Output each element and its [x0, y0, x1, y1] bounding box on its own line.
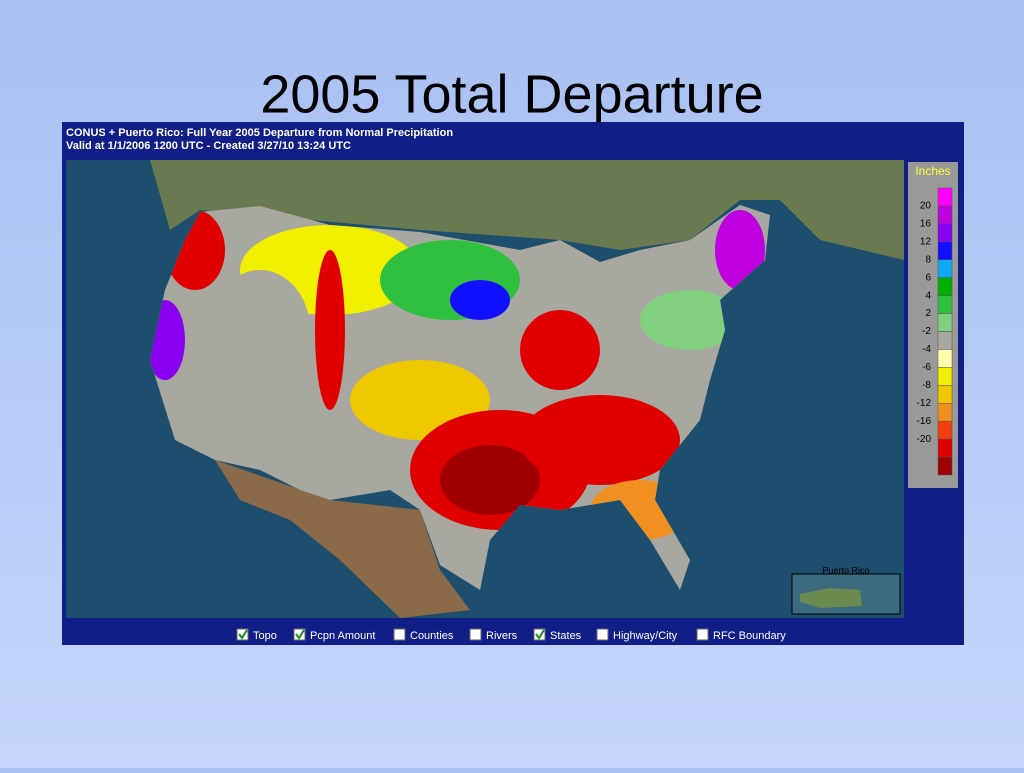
legend-swatch: [937, 385, 953, 404]
checkbox[interactable]: [293, 628, 306, 641]
legend-swatch: [937, 438, 953, 458]
precip-patch: [520, 310, 600, 390]
checkbox-label[interactable]: RFC Boundary: [713, 630, 786, 642]
checkbox-label[interactable]: Counties: [410, 630, 454, 642]
legend-tick-label: 2: [925, 308, 931, 319]
precip-patch: [315, 250, 345, 410]
legend-tick-label: 6: [925, 272, 931, 283]
legend-swatch: [937, 456, 953, 476]
legend-swatch: [937, 205, 953, 225]
checkbox[interactable]: [236, 628, 249, 641]
legend-tick-label: 4: [925, 290, 931, 301]
canada-land: [150, 160, 904, 260]
precip-patch: [210, 270, 310, 390]
legend-tick-label: -12: [917, 398, 932, 409]
legend-swatch: [937, 295, 953, 314]
legend-tick-label: -8: [922, 380, 931, 391]
checkbox-label[interactable]: Rivers: [486, 630, 518, 642]
legend-swatch: [937, 420, 953, 440]
checkbox-label[interactable]: States: [550, 630, 582, 642]
legend-tick-label: 12: [920, 236, 932, 247]
inset-label: Puerto Rico: [822, 565, 869, 575]
legend-swatch: [937, 367, 953, 386]
precip-patch: [440, 445, 540, 515]
legend-tick-label: 16: [920, 219, 932, 230]
legend-swatch: [937, 241, 953, 260]
layer-options: Topo Pcpn Amount Counties Rivers States Highw…: [236, 628, 786, 642]
checkmark: [238, 629, 248, 640]
checkmark: [535, 629, 545, 640]
legend-swatch: [937, 277, 953, 296]
map-header: CONUS + Puerto Rico: Full Year 2005 Depa…: [66, 127, 453, 139]
legend-tick-label: -2: [922, 326, 931, 337]
legend-tick-label: 8: [925, 254, 931, 265]
inset-island: [800, 588, 862, 608]
precip-field: [150, 205, 770, 590]
legend-tick-label: 20: [920, 201, 932, 212]
mexico-land: [215, 460, 470, 618]
legend-swatch: [937, 331, 953, 350]
checkbox-label[interactable]: Pcpn Amount: [310, 630, 375, 642]
checkbox[interactable]: [696, 628, 709, 641]
legend-swatch: [937, 349, 953, 368]
precip-patch: [715, 210, 765, 290]
legend-tick-label: -4: [922, 344, 931, 355]
legend-tick-label: -16: [917, 416, 932, 427]
legend-tick-label: -6: [922, 362, 931, 373]
legend-swatch: [937, 259, 953, 278]
precip-patch: [520, 395, 680, 485]
legend-swatch: [937, 313, 953, 332]
slide-title: 2005 Total Departure: [260, 64, 763, 124]
legend-swatch: [937, 223, 953, 243]
map-header: Valid at 1/1/2006 1200 UTC - Created 3/2…: [66, 140, 351, 152]
checkbox[interactable]: [469, 628, 482, 641]
checkmark: [295, 629, 305, 640]
precip-patch: [450, 280, 510, 320]
legend-swatch: [937, 403, 953, 422]
legend-swatch: [937, 187, 953, 207]
checkbox-label[interactable]: Topo: [253, 630, 277, 642]
legend: 20 16 12 8 6 4 2 -2 -4 -6 -8 -12 -16 -20: [917, 187, 953, 476]
legend-title: Inches: [915, 164, 950, 178]
checkbox[interactable]: [596, 628, 609, 641]
precip-patch: [640, 290, 740, 350]
checkbox[interactable]: [533, 628, 546, 641]
checkbox-label[interactable]: Highway/City: [613, 630, 678, 642]
checkbox[interactable]: [393, 628, 406, 641]
legend-tick-label: -20: [917, 434, 932, 445]
